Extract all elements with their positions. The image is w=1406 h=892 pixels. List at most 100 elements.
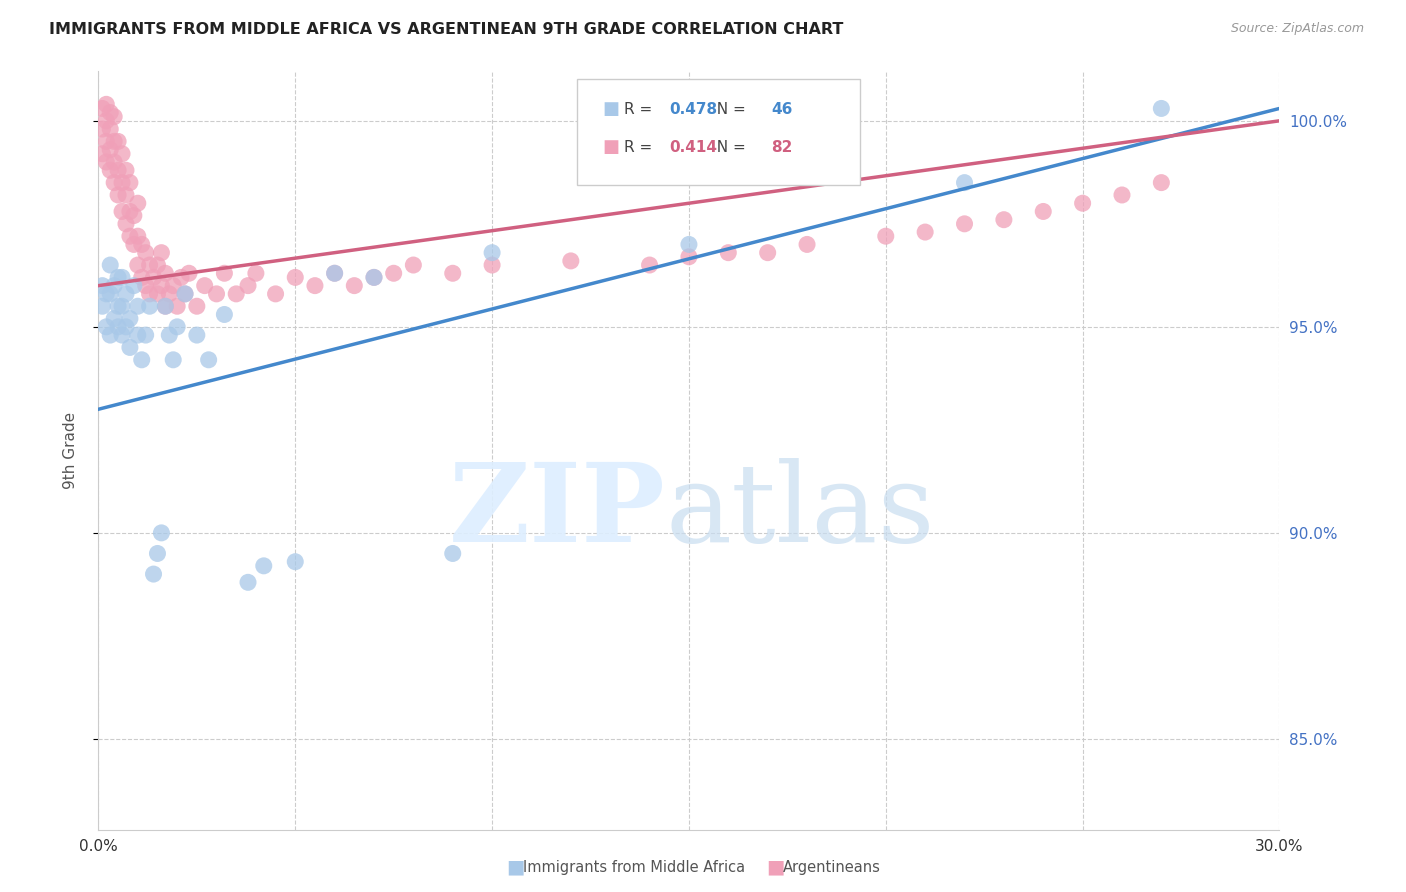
Point: [304, 278, 326, 293]
Point: [138, 258, 160, 272]
Point: [103, 110, 125, 124]
Point: [111, 146, 134, 161]
Point: [96, 286, 118, 301]
Text: 0.478: 0.478: [669, 102, 717, 117]
Point: [98, 163, 121, 178]
Point: [142, 270, 165, 285]
Point: [91, 299, 114, 313]
Point: [402, 258, 425, 272]
Point: [115, 286, 138, 301]
Point: [118, 176, 141, 190]
Point: [127, 258, 149, 272]
Point: [284, 555, 307, 569]
Text: N =: N =: [707, 140, 751, 154]
Point: [98, 286, 121, 301]
Point: [717, 245, 740, 260]
Point: [122, 278, 145, 293]
Point: [118, 229, 141, 244]
Point: [127, 229, 149, 244]
Point: [993, 212, 1015, 227]
Point: [103, 311, 125, 326]
Point: [96, 155, 118, 169]
Point: [186, 299, 208, 313]
Point: [107, 319, 129, 334]
Point: [146, 286, 169, 301]
Point: [107, 188, 129, 202]
Point: [756, 245, 779, 260]
Point: [127, 328, 149, 343]
Point: [96, 97, 118, 112]
Point: [96, 113, 118, 128]
Point: [162, 352, 184, 367]
Point: [1032, 204, 1054, 219]
Text: ■: ■: [603, 100, 620, 119]
Point: [138, 299, 160, 313]
Point: [127, 299, 149, 313]
Point: [146, 258, 169, 272]
Point: [157, 286, 180, 301]
Point: [441, 546, 464, 560]
Point: [382, 266, 405, 280]
Point: [197, 352, 219, 367]
Point: [157, 328, 180, 343]
Point: [135, 245, 157, 260]
Text: 46: 46: [772, 102, 793, 117]
Point: [107, 135, 129, 149]
Point: [264, 286, 287, 301]
Point: [127, 196, 149, 211]
Point: [135, 278, 157, 293]
Point: [96, 135, 118, 149]
Point: [138, 286, 160, 301]
Point: [441, 266, 464, 280]
Point: [103, 155, 125, 169]
Point: [155, 299, 177, 313]
Text: R =: R =: [624, 102, 657, 117]
Point: [914, 225, 936, 239]
Point: [174, 286, 197, 301]
Point: [166, 299, 188, 313]
Point: [118, 311, 141, 326]
Point: [1150, 176, 1173, 190]
Point: [98, 105, 121, 120]
Point: [150, 525, 173, 540]
Point: [91, 146, 114, 161]
Point: [111, 176, 134, 190]
Point: [107, 299, 129, 313]
Point: [91, 102, 114, 116]
Point: [111, 204, 134, 219]
Text: 0.414: 0.414: [669, 140, 717, 154]
Point: [107, 270, 129, 285]
Point: [205, 286, 228, 301]
Point: [953, 217, 976, 231]
Point: [253, 558, 276, 573]
Point: [363, 270, 385, 285]
Point: [122, 237, 145, 252]
FancyBboxPatch shape: [576, 79, 860, 186]
Point: [98, 328, 121, 343]
Point: [98, 122, 121, 136]
Point: [122, 209, 145, 223]
Point: [343, 278, 366, 293]
Point: [111, 328, 134, 343]
Text: ■: ■: [603, 138, 620, 156]
Point: [875, 229, 897, 244]
Point: [225, 286, 247, 301]
Point: [103, 176, 125, 190]
Point: [560, 254, 582, 268]
Point: [214, 266, 236, 280]
Text: ■: ■: [506, 857, 524, 877]
Point: [678, 237, 700, 252]
Point: [177, 266, 200, 280]
Point: [481, 258, 503, 272]
Point: [1150, 102, 1173, 116]
Point: [131, 352, 153, 367]
Point: [174, 286, 197, 301]
Point: [155, 299, 177, 313]
Point: [150, 278, 173, 293]
Point: [91, 122, 114, 136]
Text: N =: N =: [707, 102, 751, 117]
Point: [96, 319, 118, 334]
Text: IMMIGRANTS FROM MIDDLE AFRICA VS ARGENTINEAN 9TH GRADE CORRELATION CHART: IMMIGRANTS FROM MIDDLE AFRICA VS ARGENTI…: [49, 22, 844, 37]
Point: [953, 176, 976, 190]
Point: [1071, 196, 1094, 211]
